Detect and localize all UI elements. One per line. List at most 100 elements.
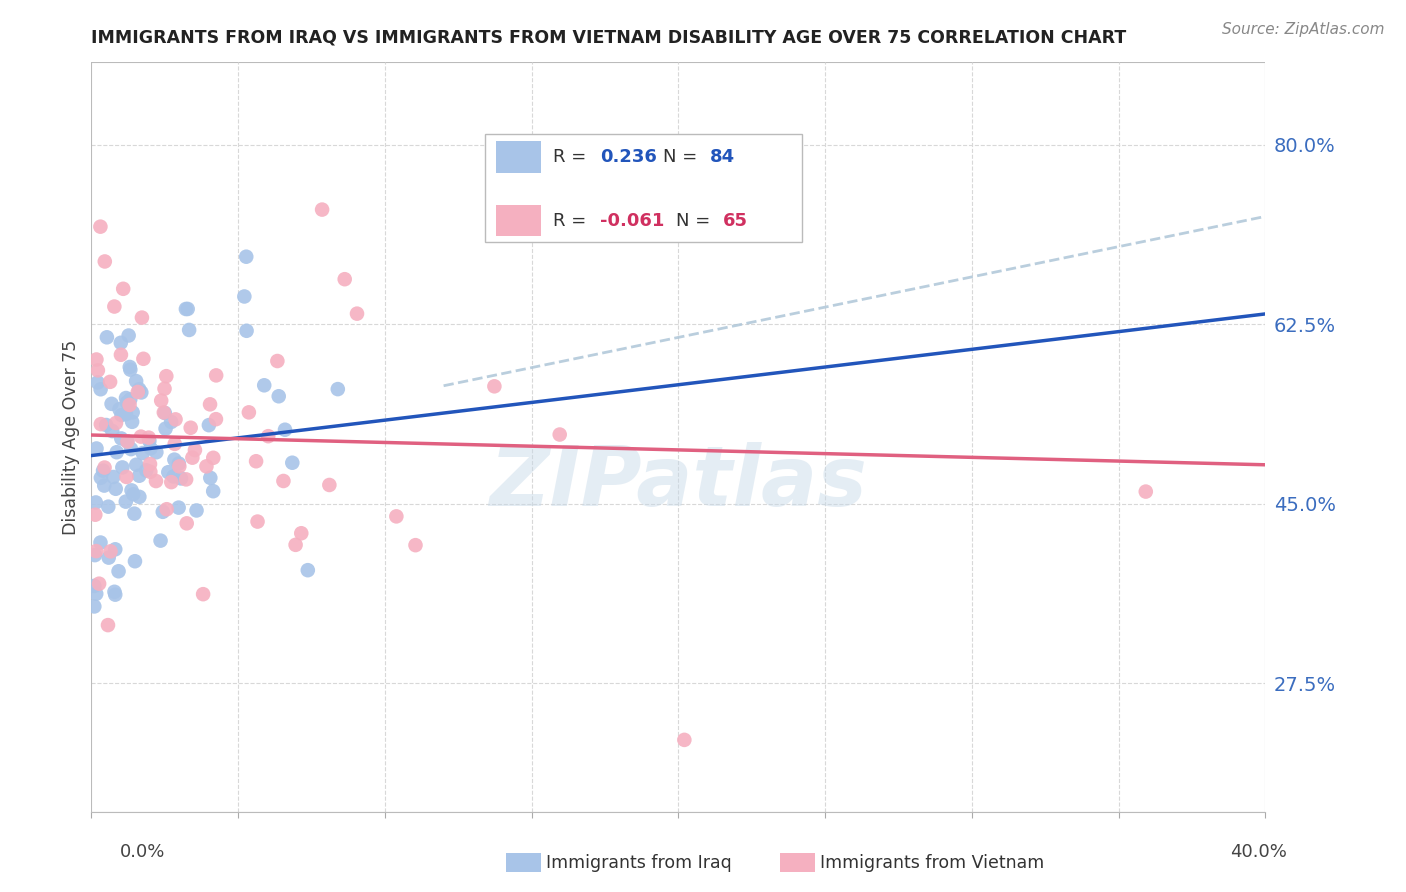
- Point: [83, 579, 105, 593]
- Point: [83, 599, 105, 614]
- Point: [267, 389, 290, 403]
- Point: [104, 542, 127, 557]
- Point: [273, 474, 295, 488]
- Point: [297, 563, 319, 577]
- FancyBboxPatch shape: [496, 141, 541, 172]
- Point: [205, 412, 228, 426]
- Point: [191, 587, 214, 601]
- Point: [333, 272, 356, 286]
- Point: [94, 254, 117, 268]
- Point: [673, 732, 696, 747]
- Point: [101, 424, 124, 438]
- Point: [160, 415, 183, 429]
- Point: [120, 442, 142, 456]
- Text: R =: R =: [553, 148, 592, 166]
- Point: [131, 385, 153, 400]
- Point: [155, 422, 177, 436]
- Point: [246, 515, 269, 529]
- Point: [110, 408, 132, 422]
- Point: [202, 450, 225, 465]
- Point: [139, 465, 162, 479]
- Text: N =: N =: [676, 211, 716, 229]
- Point: [200, 471, 222, 485]
- Point: [153, 406, 176, 420]
- Point: [98, 375, 121, 389]
- Point: [318, 478, 340, 492]
- Point: [128, 490, 150, 504]
- Text: N =: N =: [664, 148, 703, 166]
- Point: [346, 307, 368, 321]
- Text: 65: 65: [723, 211, 748, 229]
- Point: [238, 405, 260, 419]
- Point: [96, 417, 118, 432]
- Point: [84, 495, 107, 509]
- Text: Immigrants from Iraq: Immigrants from Iraq: [546, 854, 731, 871]
- Point: [125, 458, 148, 472]
- Point: [90, 471, 112, 485]
- Text: IMMIGRANTS FROM IRAQ VS IMMIGRANTS FROM VIETNAM DISABILITY AGE OVER 75 CORRELATI: IMMIGRANTS FROM IRAQ VS IMMIGRANTS FROM …: [91, 29, 1126, 47]
- Point: [118, 398, 141, 412]
- Point: [274, 423, 297, 437]
- Text: 0.0%: 0.0%: [120, 843, 165, 861]
- Point: [89, 219, 111, 234]
- Point: [235, 324, 257, 338]
- Point: [257, 429, 280, 443]
- Point: [281, 456, 304, 470]
- Point: [103, 300, 125, 314]
- Point: [245, 454, 267, 468]
- Point: [128, 382, 150, 396]
- Point: [311, 202, 333, 217]
- Point: [548, 427, 571, 442]
- Point: [156, 502, 179, 516]
- Point: [157, 465, 180, 479]
- Point: [84, 544, 107, 558]
- Text: ZIPatlas: ZIPatlas: [489, 442, 868, 523]
- Point: [167, 500, 190, 515]
- Point: [135, 463, 157, 477]
- Point: [103, 584, 125, 599]
- Point: [152, 505, 174, 519]
- Point: [110, 348, 132, 362]
- Point: [121, 405, 143, 419]
- Point: [124, 554, 146, 568]
- Point: [180, 421, 202, 435]
- Point: [117, 434, 139, 449]
- Point: [284, 538, 307, 552]
- Point: [163, 437, 186, 451]
- Point: [150, 393, 173, 408]
- Point: [163, 452, 186, 467]
- Point: [120, 392, 142, 407]
- Point: [97, 500, 120, 514]
- Point: [105, 416, 128, 430]
- Point: [174, 472, 197, 486]
- Text: 0.236: 0.236: [600, 148, 657, 166]
- Point: [111, 460, 134, 475]
- Point: [145, 445, 167, 459]
- Point: [385, 509, 408, 524]
- Point: [138, 431, 160, 445]
- Point: [110, 432, 132, 446]
- Point: [198, 397, 221, 411]
- Point: [112, 282, 135, 296]
- Text: 84: 84: [710, 148, 735, 166]
- Point: [165, 412, 187, 426]
- Point: [149, 533, 172, 548]
- Point: [107, 564, 129, 578]
- Point: [139, 457, 162, 471]
- Point: [87, 576, 110, 591]
- Point: [93, 460, 115, 475]
- Point: [125, 374, 148, 388]
- Point: [93, 478, 115, 492]
- Point: [97, 618, 120, 632]
- Point: [100, 397, 122, 411]
- Point: [86, 376, 108, 390]
- Point: [87, 363, 110, 377]
- Point: [202, 484, 225, 499]
- Point: [205, 368, 228, 383]
- Point: [122, 487, 145, 501]
- Point: [132, 446, 155, 460]
- Point: [131, 310, 153, 325]
- FancyBboxPatch shape: [485, 134, 801, 243]
- Point: [90, 417, 112, 431]
- Point: [1135, 484, 1157, 499]
